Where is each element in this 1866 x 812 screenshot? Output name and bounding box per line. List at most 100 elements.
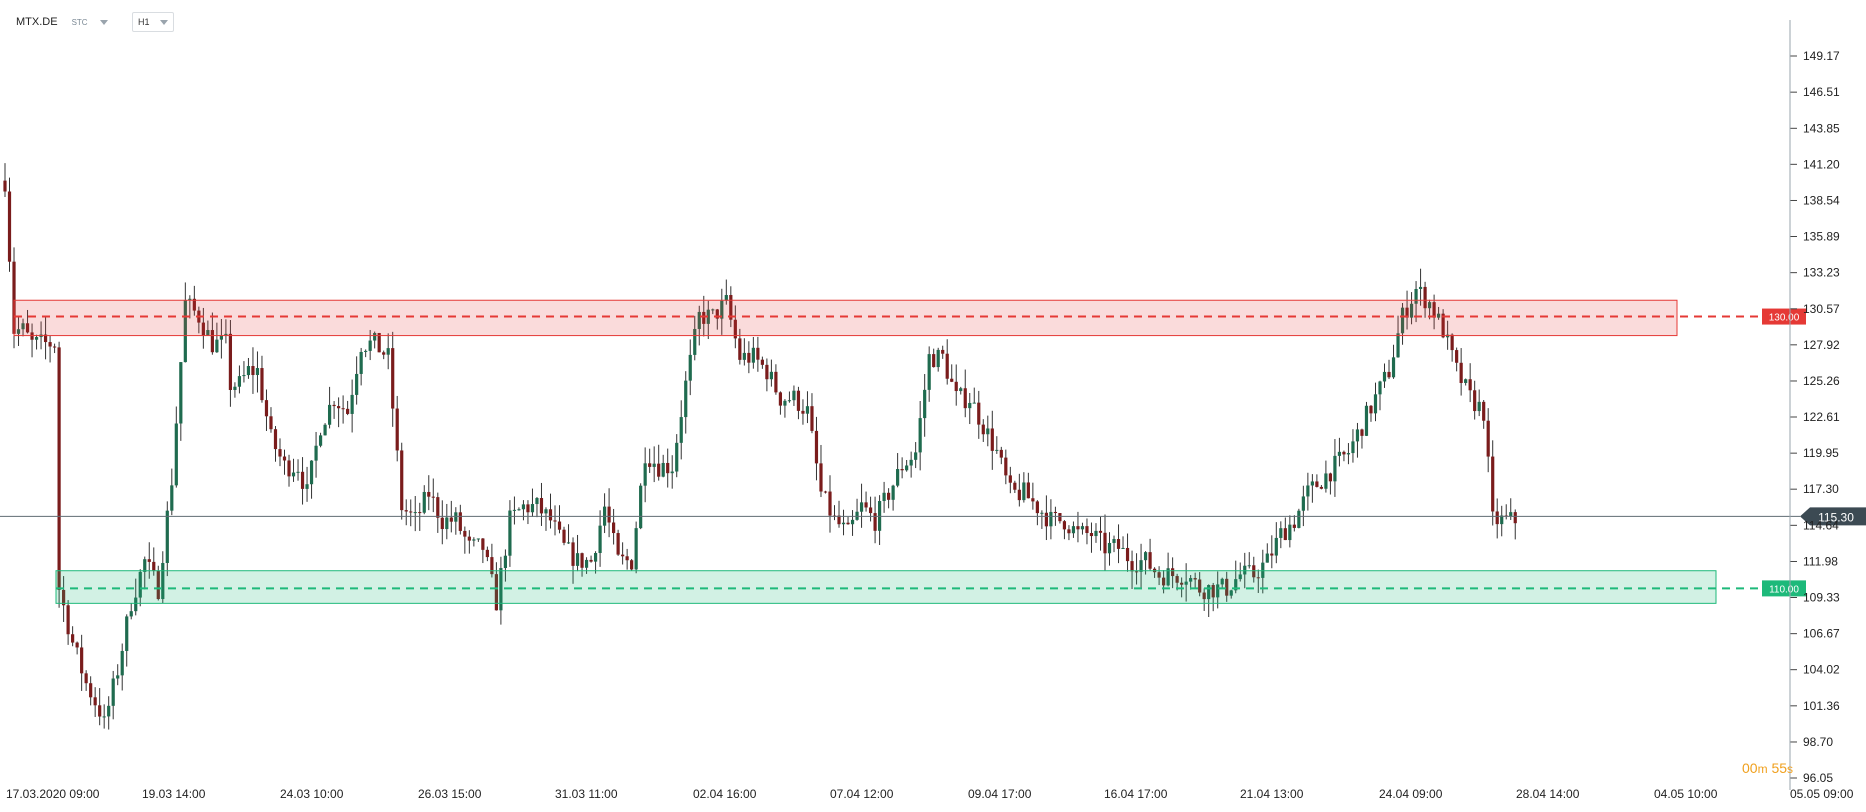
candle <box>1089 533 1094 537</box>
candle <box>792 390 796 401</box>
candle <box>228 333 233 390</box>
candle <box>237 376 242 387</box>
candle <box>562 529 566 543</box>
y-tick-label: 138.54 <box>1803 193 1840 207</box>
candle <box>1418 286 1423 290</box>
candle <box>1189 578 1193 582</box>
candle <box>801 410 805 414</box>
candle <box>1130 561 1134 572</box>
chevron-down-icon[interactable] <box>99 19 108 25</box>
candle <box>364 350 368 352</box>
timeframe-select[interactable]: H1 <box>132 12 174 32</box>
candle <box>1175 576 1179 583</box>
candle <box>1049 511 1053 527</box>
candle <box>810 406 814 431</box>
candle <box>219 335 223 340</box>
candle <box>93 697 97 706</box>
candle <box>778 392 783 406</box>
candle <box>760 359 764 365</box>
y-tick-label: 96.05 <box>1803 771 1833 785</box>
y-tick-label: 122.61 <box>1803 410 1840 424</box>
candle <box>1279 528 1283 538</box>
candle <box>697 311 701 329</box>
candle <box>909 459 913 466</box>
candle <box>355 373 359 395</box>
candle <box>1026 482 1030 499</box>
candle <box>1328 473 1333 482</box>
candle <box>1234 579 1238 591</box>
candle <box>864 502 868 508</box>
candle <box>548 509 553 521</box>
candle <box>300 471 305 489</box>
candle <box>1315 481 1319 487</box>
candle <box>508 510 512 556</box>
candle <box>291 472 296 477</box>
candle <box>1080 526 1085 530</box>
candle <box>882 492 886 502</box>
candle <box>1400 307 1405 334</box>
candle <box>1333 455 1337 482</box>
candle <box>977 402 981 425</box>
candle <box>621 554 625 557</box>
candle <box>1455 350 1459 363</box>
candle <box>819 463 823 492</box>
candle <box>796 390 801 411</box>
candle <box>733 319 737 339</box>
candle <box>1270 553 1274 556</box>
candle <box>1157 572 1161 578</box>
candle <box>1035 501 1039 514</box>
candle <box>1437 313 1441 318</box>
candle <box>134 597 138 612</box>
support-zone[interactable] <box>55 570 1717 604</box>
x-tick-label: 07.04 12:00 <box>830 787 894 801</box>
candle <box>1121 547 1125 549</box>
candle <box>936 349 940 368</box>
candle <box>89 683 93 698</box>
candle <box>400 450 404 511</box>
candle <box>787 400 792 402</box>
candle <box>1171 568 1175 577</box>
x-tick-label: 17.03.2020 09:00 <box>6 787 100 801</box>
resistance-zone[interactable] <box>13 299 1678 337</box>
candle <box>1464 379 1468 383</box>
candle <box>1202 592 1206 600</box>
candle <box>1256 577 1260 579</box>
y-tick-label: 111.98 <box>1803 554 1838 568</box>
candle <box>1477 401 1481 412</box>
candle <box>941 349 945 354</box>
candle <box>1473 390 1477 412</box>
candle <box>1369 405 1373 414</box>
candle <box>1346 453 1351 455</box>
candle <box>566 542 571 544</box>
candle <box>1207 585 1211 600</box>
candle <box>282 456 287 461</box>
y-tick-label: 119.95 <box>1803 446 1839 460</box>
candle <box>296 471 300 473</box>
candle <box>1319 486 1323 489</box>
candle <box>814 430 819 464</box>
candle <box>341 408 345 410</box>
candle <box>1378 381 1382 395</box>
candle <box>260 368 264 401</box>
candle <box>129 611 133 617</box>
symbol-bar[interactable]: MTX.DE STC <box>16 12 108 32</box>
resistance-label-box <box>1762 308 1806 325</box>
x-tick-label: 24.03 10:00 <box>280 787 344 801</box>
candle <box>999 449 1003 458</box>
candle <box>932 354 936 368</box>
candle <box>1139 560 1143 572</box>
candle <box>643 463 647 486</box>
candle <box>440 517 444 530</box>
candle <box>1067 529 1071 534</box>
candle <box>463 530 467 537</box>
candle <box>756 347 760 360</box>
support-label: 110.00 <box>1769 584 1799 595</box>
candle <box>1297 510 1301 528</box>
candle <box>1247 565 1251 567</box>
candle <box>1107 542 1112 554</box>
candle <box>828 491 832 516</box>
candle <box>1409 303 1414 318</box>
candle <box>1292 524 1296 528</box>
candle <box>147 559 151 562</box>
